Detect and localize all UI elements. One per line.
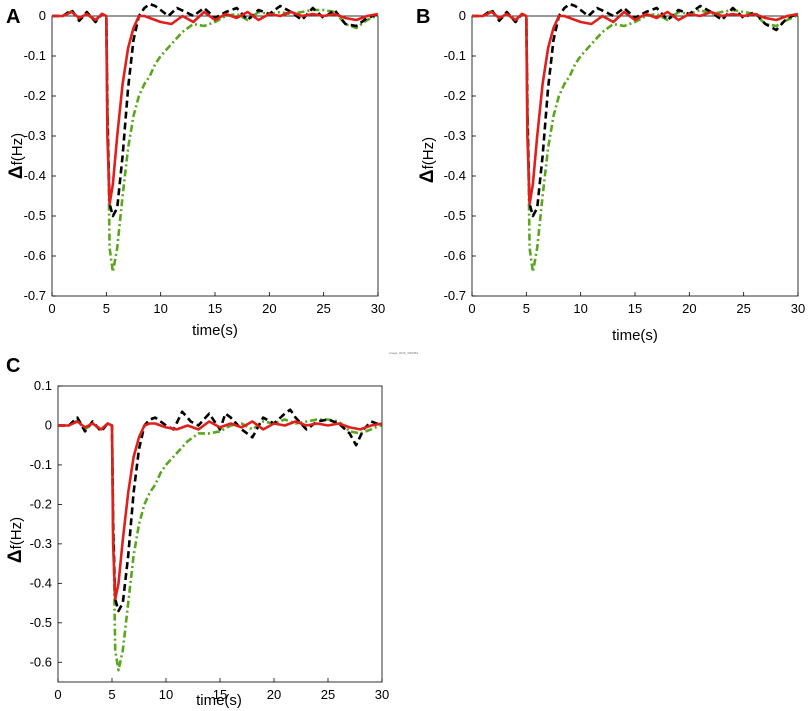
panel-b-xtick-label: 0 bbox=[468, 301, 475, 316]
panel-a-series bbox=[52, 2, 379, 274]
panel-b-ylabel-group: Δf(Hz) bbox=[417, 137, 438, 183]
panel-a-ytick-label: -0.5 bbox=[24, 208, 46, 223]
panel-b-ytick-label: -0.5 bbox=[444, 208, 466, 223]
panel-a-ylabel-group: Δf(Hz) bbox=[6, 133, 27, 179]
panel-a-ylabel-text: Δf(Hz) bbox=[6, 133, 27, 179]
panel-a-ticks: 0 5 10 15 20 25 30 0 -0.1 -0.2 -0.3 -0.4 -0.5 -0.6 -0.… bbox=[24, 8, 386, 316]
panel-b-xtick-label: 25 bbox=[736, 301, 750, 316]
panel-a-xtick-label: 0 bbox=[48, 301, 55, 316]
panel-b-xtick-label: 10 bbox=[573, 301, 587, 316]
panel-c-series bbox=[58, 408, 383, 672]
panel-a-ytick-label: 0 bbox=[39, 8, 46, 23]
panel-a-ylabel-delta: Δ bbox=[6, 165, 27, 179]
panel-a-letter: A bbox=[6, 6, 20, 28]
panel-a-ylabel: f(Hz) bbox=[9, 133, 26, 166]
panel-c-ylabel-delta: Δ bbox=[5, 549, 26, 563]
panel-b-xtick-label: 30 bbox=[791, 301, 805, 316]
panel-c-xlabel: time(s) bbox=[196, 692, 242, 709]
panel-a-ytick-label: -0.2 bbox=[24, 88, 46, 103]
panel-a-ytick-label: -0.4 bbox=[24, 168, 46, 183]
panel-c-ytick-label: -0.5 bbox=[30, 615, 52, 630]
panel-c-ytick-label: -0.3 bbox=[30, 536, 52, 551]
panel-a-series-red-solid bbox=[52, 10, 379, 206]
panel-c-ylabel-group: Δf(Hz) bbox=[5, 517, 26, 563]
panel-a-ytick-label: -0.1 bbox=[24, 48, 46, 63]
panel-a-xtick-label: 15 bbox=[208, 301, 222, 316]
panel-b-series bbox=[472, 2, 799, 274]
panel-c-xtick-label: 10 bbox=[159, 687, 173, 702]
panel-b-plot-area bbox=[471, 15, 799, 297]
panel-b-letter: B bbox=[416, 6, 430, 28]
panel-b-xtick-label: 5 bbox=[523, 301, 530, 316]
panel-a-xtick-label: 10 bbox=[153, 301, 167, 316]
panel-a-xtick-label: 20 bbox=[262, 301, 276, 316]
panel-c-ytick-label: -0.4 bbox=[30, 575, 52, 590]
panel-c-ytick-label: 0.1 bbox=[34, 378, 52, 393]
panel-b-ytick-label: -0.6 bbox=[444, 248, 466, 263]
panel-c-ylabel-text: Δf(Hz) bbox=[5, 517, 26, 563]
panel-c-ytick-label: 0 bbox=[45, 417, 52, 432]
panel-c: C 0 5 10 15 20 25 30 0.1 0 -0.1 -0.2 -0.3 -0.4 -0.5 -0… bbox=[5, 355, 389, 709]
panel-b-ytick-label: -0.2 bbox=[444, 88, 466, 103]
panel-c-ylabel: f(Hz) bbox=[8, 517, 25, 550]
panel-b-ylabel-delta: Δ bbox=[417, 169, 438, 183]
panel-c-ticks: 0 5 10 15 20 25 30 0.1 0 -0.1 -0.2 -0.3 -0.4 -0.5 -0.6 bbox=[30, 378, 390, 702]
watermark: Image_0016_500DB1 bbox=[389, 351, 419, 355]
panel-c-ytick-label: -0.6 bbox=[30, 654, 52, 669]
panel-b-series-red-solid bbox=[472, 10, 799, 206]
panel-a-xtick-label: 30 bbox=[371, 301, 385, 316]
panel-b: B 0 5 10 15 20 25 30 0 -0.1 -0.2 -0.3 -0.4 -0.5 -0.6 -… bbox=[416, 2, 806, 344]
panel-a-plot-area bbox=[51, 15, 379, 297]
panel-a-xtick-label: 25 bbox=[316, 301, 330, 316]
panel-c-xtick-label: 0 bbox=[54, 687, 61, 702]
panel-a-ytick-label: -0.7 bbox=[24, 288, 46, 303]
panel-c-series-red-solid bbox=[58, 420, 383, 601]
panel-b-xlabel: time(s) bbox=[612, 327, 658, 344]
panel-b-ytick-label: -0.1 bbox=[444, 48, 466, 63]
panel-b-ytick-label: -0.4 bbox=[444, 168, 466, 183]
panel-b-ylabel-text: Δf(Hz) bbox=[417, 137, 438, 183]
panel-c-xtick-label: 15 bbox=[213, 687, 227, 702]
panel-b-ticks: 0 5 10 15 20 25 30 0 -0.1 -0.2 -0.3 -0.4 -0.5 -0.6 -0.… bbox=[444, 8, 806, 316]
panel-c-xtick-label: 20 bbox=[267, 687, 281, 702]
panel-a-ytick-label: -0.3 bbox=[24, 128, 46, 143]
panel-a: A 0 5 10 15 20 25 30 0 -0.1 -0.2 -0.3 -0.4 -0.5 -0.6 -… bbox=[6, 2, 386, 339]
panel-b-ytick-label: -0.3 bbox=[444, 128, 466, 143]
panel-c-ytick-label: -0.2 bbox=[30, 496, 52, 511]
panel-b-ytick-label: -0.7 bbox=[444, 288, 466, 303]
panel-a-xtick-label: 5 bbox=[103, 301, 110, 316]
panel-c-letter: C bbox=[6, 355, 20, 377]
panel-b-xtick-label: 20 bbox=[682, 301, 696, 316]
panel-a-xlabel: time(s) bbox=[192, 322, 238, 339]
panel-c-xtick-label: 30 bbox=[375, 687, 389, 702]
panel-b-ytick-label: 0 bbox=[459, 8, 466, 23]
panel-c-ytick-label: -0.1 bbox=[30, 457, 52, 472]
panel-c-xtick-label: 5 bbox=[108, 687, 115, 702]
panel-b-xtick-label: 15 bbox=[628, 301, 642, 316]
panel-b-ylabel: f(Hz) bbox=[420, 137, 437, 170]
panel-c-xtick-label: 25 bbox=[321, 687, 335, 702]
panel-a-ytick-label: -0.6 bbox=[24, 248, 46, 263]
